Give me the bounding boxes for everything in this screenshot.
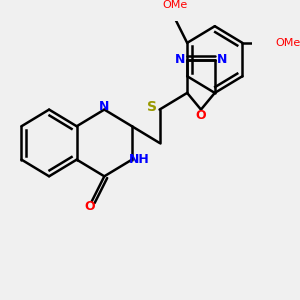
Text: NH: NH xyxy=(129,153,150,166)
Text: N: N xyxy=(174,53,185,66)
Text: OMe: OMe xyxy=(275,38,300,48)
Text: OMe: OMe xyxy=(162,0,187,10)
Text: O: O xyxy=(84,200,94,213)
Text: S: S xyxy=(147,100,157,114)
Text: O: O xyxy=(196,109,206,122)
Text: N: N xyxy=(217,53,227,66)
Text: N: N xyxy=(99,100,110,113)
